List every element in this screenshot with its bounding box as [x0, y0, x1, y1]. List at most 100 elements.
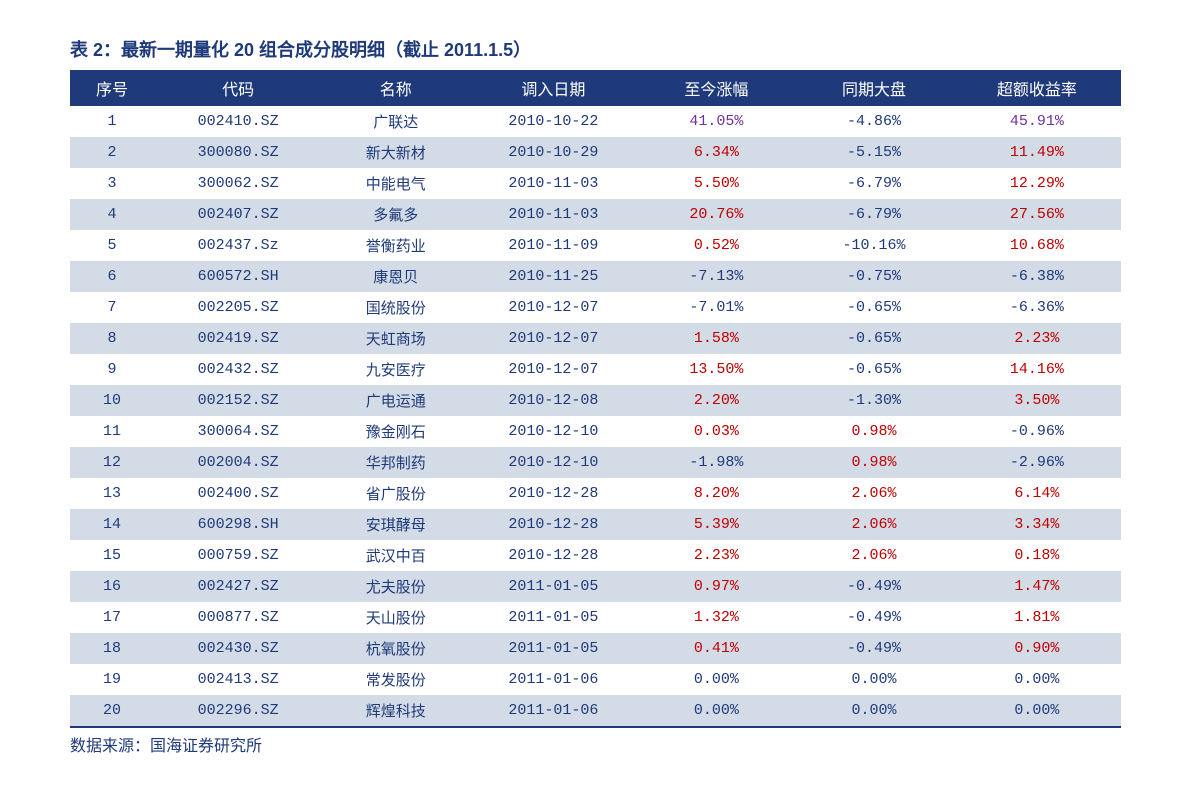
table-cell: 300080.SZ: [154, 137, 322, 168]
table-cell: -0.96%: [953, 416, 1121, 447]
table-cell: 6.34%: [638, 137, 796, 168]
table-cell: 天虹商场: [322, 323, 469, 354]
table-cell: 1.47%: [953, 571, 1121, 602]
table-cell: 2.06%: [795, 509, 953, 540]
table-cell: 2010-11-03: [469, 168, 637, 199]
table-cell: 600298.SH: [154, 509, 322, 540]
table-cell: 0.00%: [795, 664, 953, 695]
table-cell: 1.58%: [638, 323, 796, 354]
table-row: 2300080.SZ新大新材2010-10-296.34%-5.15%11.49…: [70, 137, 1121, 168]
table-cell: 2.20%: [638, 385, 796, 416]
table-cell: 5.39%: [638, 509, 796, 540]
table-cell: 0.52%: [638, 230, 796, 261]
column-header: 序号: [70, 70, 154, 106]
table-cell: 14: [70, 509, 154, 540]
table-cell: 002004.SZ: [154, 447, 322, 478]
table-cell: 2010-12-07: [469, 292, 637, 323]
column-header: 代码: [154, 70, 322, 106]
table-cell: 18: [70, 633, 154, 664]
table-cell: 20: [70, 695, 154, 726]
table-row: 10002152.SZ广电运通2010-12-082.20%-1.30%3.50…: [70, 385, 1121, 416]
table-cell: 0.00%: [953, 664, 1121, 695]
table-cell: 0.41%: [638, 633, 796, 664]
table-cell: 2011-01-05: [469, 571, 637, 602]
table-cell: 5: [70, 230, 154, 261]
table-row: 17000877.SZ天山股份2011-01-051.32%-0.49%1.81…: [70, 602, 1121, 633]
table-cell: 10.68%: [953, 230, 1121, 261]
table-row: 3300062.SZ中能电气2010-11-035.50%-6.79%12.29…: [70, 168, 1121, 199]
table-row: 12002004.SZ华邦制药2010-12-10-1.98%0.98%-2.9…: [70, 447, 1121, 478]
column-header: 至今涨幅: [638, 70, 796, 106]
table-cell: 8.20%: [638, 478, 796, 509]
table-cell: 41.05%: [638, 106, 796, 137]
table-cell: 002205.SZ: [154, 292, 322, 323]
column-header: 超额收益率: [953, 70, 1121, 106]
table-cell: -6.79%: [795, 168, 953, 199]
table-cell: 2: [70, 137, 154, 168]
table-cell: 多氟多: [322, 199, 469, 230]
table-header-row: 序号代码名称调入日期至今涨幅同期大盘超额收益率: [70, 70, 1121, 106]
table-cell: 2.23%: [953, 323, 1121, 354]
table-cell: 002419.SZ: [154, 323, 322, 354]
table-cell: 6: [70, 261, 154, 292]
table-cell: 11.49%: [953, 137, 1121, 168]
table-cell: -0.75%: [795, 261, 953, 292]
table-cell: 000877.SZ: [154, 602, 322, 633]
table-cell: 2010-12-10: [469, 416, 637, 447]
table-cell: 0.00%: [795, 695, 953, 726]
table-cell: 45.91%: [953, 106, 1121, 137]
table-row: 15000759.SZ武汉中百2010-12-282.23%2.06%0.18%: [70, 540, 1121, 571]
table-row: 18002430.SZ杭氧股份2011-01-050.41%-0.49%0.90…: [70, 633, 1121, 664]
table-cell: 0.98%: [795, 416, 953, 447]
column-header: 同期大盘: [795, 70, 953, 106]
table-cell: 广电运通: [322, 385, 469, 416]
table-cell: 安琪酵母: [322, 509, 469, 540]
table-cell: 广联达: [322, 106, 469, 137]
table-cell: 002296.SZ: [154, 695, 322, 726]
table-cell: 2011-01-05: [469, 633, 637, 664]
table-cell: 杭氧股份: [322, 633, 469, 664]
table-cell: 15: [70, 540, 154, 571]
table-cell: 尤夫股份: [322, 571, 469, 602]
table-cell: 中能电气: [322, 168, 469, 199]
table-cell: -1.30%: [795, 385, 953, 416]
table-cell: 2010-10-22: [469, 106, 637, 137]
table-cell: -0.49%: [795, 571, 953, 602]
table-cell: 九安医疗: [322, 354, 469, 385]
table-row: 4002407.SZ多氟多2010-11-0320.76%-6.79%27.56…: [70, 199, 1121, 230]
table-cell: 1.81%: [953, 602, 1121, 633]
table-cell: 2010-12-08: [469, 385, 637, 416]
table-cell: 1: [70, 106, 154, 137]
table-row: 8002419.SZ天虹商场2010-12-071.58%-0.65%2.23%: [70, 323, 1121, 354]
table-cell: 2010-12-28: [469, 509, 637, 540]
table-cell: 002437.Sz: [154, 230, 322, 261]
table-cell: -0.49%: [795, 633, 953, 664]
table-cell: -4.86%: [795, 106, 953, 137]
table-cell: 2010-12-28: [469, 478, 637, 509]
table-cell: -2.96%: [953, 447, 1121, 478]
table-cell: 002430.SZ: [154, 633, 322, 664]
table-cell: 1.32%: [638, 602, 796, 633]
table-row: 16002427.SZ尤夫股份2011-01-050.97%-0.49%1.47…: [70, 571, 1121, 602]
table-cell: 600572.SH: [154, 261, 322, 292]
table-cell: 002432.SZ: [154, 354, 322, 385]
table-cell: 8: [70, 323, 154, 354]
table-cell: 2.06%: [795, 478, 953, 509]
table-cell: -5.15%: [795, 137, 953, 168]
table-cell: 6.14%: [953, 478, 1121, 509]
table-cell: 2.23%: [638, 540, 796, 571]
table-row: 6600572.SH康恩贝2010-11-25-7.13%-0.75%-6.38…: [70, 261, 1121, 292]
table-cell: 3.34%: [953, 509, 1121, 540]
table-row: 14600298.SH安琪酵母2010-12-285.39%2.06%3.34%: [70, 509, 1121, 540]
table-cell: 9: [70, 354, 154, 385]
holdings-table: 序号代码名称调入日期至今涨幅同期大盘超额收益率 1002410.SZ广联达201…: [70, 70, 1121, 726]
table-cell: 0.00%: [638, 664, 796, 695]
table-row: 1002410.SZ广联达2010-10-2241.05%-4.86%45.91…: [70, 106, 1121, 137]
table-cell: 2010-12-07: [469, 354, 637, 385]
table-cell: 2010-11-09: [469, 230, 637, 261]
table-cell: 辉煌科技: [322, 695, 469, 726]
table-cell: 2010-12-28: [469, 540, 637, 571]
table-row: 11300064.SZ豫金刚石2010-12-100.03%0.98%-0.96…: [70, 416, 1121, 447]
table-cell: 19: [70, 664, 154, 695]
table-cell: -0.65%: [795, 292, 953, 323]
